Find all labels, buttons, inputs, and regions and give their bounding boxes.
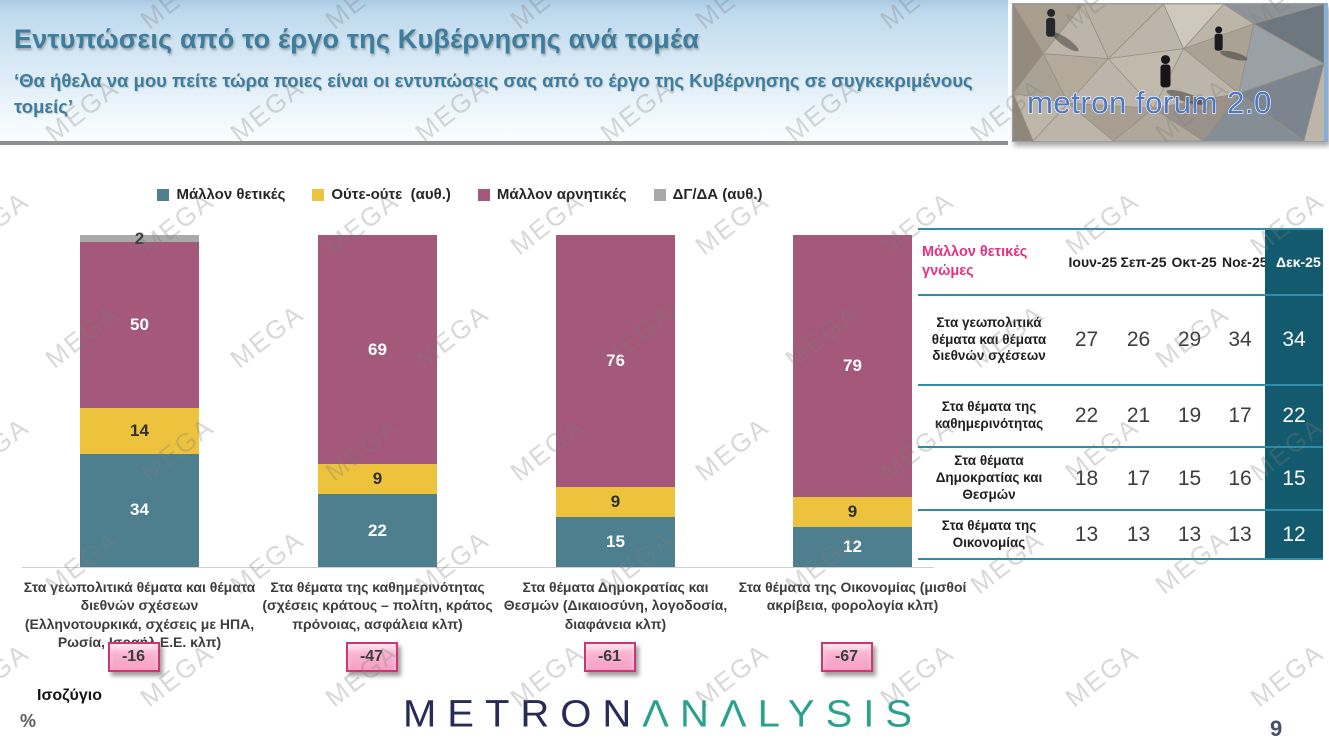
brand-analysis: ΛNΛLYSIS — [642, 693, 924, 735]
bar-segment — [318, 464, 437, 494]
table-value: 34 — [1265, 296, 1323, 386]
bar-segment — [556, 517, 675, 567]
table-row-label: Στα θέματα της Οικονομίας — [918, 511, 1060, 560]
table-value: 17 — [1113, 448, 1164, 511]
header-banner: Εντυπώσεις από το έργο της Κυβέρνησης αν… — [0, 0, 1008, 145]
table-column-header-text: Δεκ-25 — [1276, 253, 1321, 270]
table-value: 17 — [1215, 386, 1265, 448]
bar-value-label: 2 — [134, 229, 145, 248]
table-value: 13 — [1164, 511, 1215, 560]
legend-label: Μάλλον θετικές — [176, 186, 286, 203]
table-title: Μάλλον θετικές γνώμες — [918, 228, 1060, 296]
legend: Μάλλον θετικές Ούτε-ούτε (αυθ.) Μάλλον αρν… — [120, 186, 800, 203]
table-value: 26 — [1113, 296, 1164, 386]
bar-value-label: 34 — [130, 500, 149, 520]
bar-value-label: 76 — [606, 351, 625, 370]
x-axis-line — [22, 567, 934, 568]
table-value: 19 — [1164, 386, 1215, 448]
bar-value-label: 22 — [368, 520, 387, 540]
legend-item: ΔΓ/ΔΑ (αυθ.) — [653, 186, 763, 203]
table-value: 13 — [1060, 511, 1113, 560]
table-value: 34 — [1215, 296, 1265, 386]
table-value: 15 — [1164, 448, 1215, 511]
table-value: 16 — [1215, 448, 1265, 511]
bar-segment — [80, 241, 199, 408]
bar-category-label: Στα θέματα Δημοκρατίας και Θεσμών (Δικαι… — [503, 579, 728, 632]
legend-swatch — [477, 188, 490, 201]
table-value: 22 — [1265, 386, 1323, 448]
balance-badge: -61 — [583, 642, 636, 672]
table-column-header: Οκτ-25 — [1164, 228, 1217, 296]
bar-segment — [793, 527, 912, 567]
balance-badge: -47 — [345, 642, 398, 672]
slide-title: Εντυπώσεις από το έργο της Κυβέρνησης αν… — [14, 24, 700, 54]
bar-value-label: 9 — [847, 502, 858, 522]
legend-item: Μάλλον θετικές — [157, 186, 285, 203]
people-silhouettes — [1046, 8, 1248, 105]
table-column-header: Σεπ-25 — [1113, 228, 1167, 296]
table-column-header-text: Νοε-25 — [1222, 253, 1268, 270]
table-column-header-text: Σεπ-25 — [1120, 253, 1167, 270]
metron-forum-logo-text: metron forum 2.0 — [1027, 85, 1272, 120]
bar-value-label: 69 — [368, 340, 387, 359]
table-row-label: Στα θέματα της καθημερινότητας — [918, 386, 1060, 448]
bar-segment — [793, 497, 912, 528]
brand-metron: METRON — [402, 693, 643, 735]
legend-swatch — [653, 188, 666, 201]
table-value: 22 — [1060, 386, 1113, 448]
percent-unit: % — [20, 711, 37, 731]
table-value: 21 — [1113, 386, 1164, 448]
bar-segment — [793, 235, 912, 498]
table-value: 29 — [1164, 296, 1215, 386]
balance-label: Ισοζύγιο — [37, 687, 102, 704]
bar-category-label: Στα θέματα της καθημερινότητας (σχέσεις … — [262, 579, 493, 632]
bar-category-label: Στα θέματα της Οικονομίας (μισθοί ακρίβε… — [738, 579, 967, 614]
metron-forum-logo: metron forum 2.0 — [1012, 3, 1328, 142]
table-column-header: Δεκ-25 — [1265, 228, 1323, 296]
bar-segment — [556, 487, 675, 518]
legend-label: Μάλλον αρνητικές — [496, 186, 627, 203]
legend-swatch — [157, 188, 170, 201]
table-row-label: Στα γεωπολιτικά θέματα και θέματα διεθνώ… — [918, 296, 1060, 386]
bar-value-label: 50 — [130, 314, 149, 334]
table-column-header: Νοε-25 — [1215, 228, 1268, 296]
table-column-header-text: Ιουν-25 — [1068, 253, 1118, 270]
bar-segment — [318, 493, 437, 567]
balance-badge: -16 — [107, 642, 160, 672]
bar-value-label: 15 — [606, 532, 625, 552]
bar-category-label: Στα γεωπολιτικά θέματα και θέματα διεθνώ… — [23, 579, 256, 651]
legend-label: Ούτε-ούτε (αυθ.) — [331, 186, 451, 203]
table-value: 18 — [1060, 448, 1113, 511]
bar-value-label: 14 — [130, 420, 149, 440]
table-value: 15 — [1265, 448, 1323, 511]
bar-segment — [80, 407, 199, 455]
plaza-photo: metron forum 2.0 — [1013, 4, 1324, 141]
legend-label: ΔΓ/ΔΑ (αυθ.) — [672, 186, 763, 203]
table-column-header: Ιουν-25 — [1060, 228, 1118, 296]
bar-value-label: 12 — [843, 537, 862, 557]
bar-segment — [556, 235, 675, 488]
legend-swatch — [312, 188, 325, 201]
metron-analysis-logo: METRONΛNΛLYSIS — [398, 693, 928, 736]
bar-value-label: 9 — [610, 492, 621, 512]
table-column-header-text: Οκτ-25 — [1171, 253, 1217, 270]
table-value: 12 — [1265, 511, 1323, 560]
table-value: 27 — [1060, 296, 1113, 386]
legend-item: Ούτε-ούτε (αυθ.) — [312, 186, 451, 203]
slide-subtitle: ‘Θα ήθελα να μου πείτε τώρα ποιες είναι … — [14, 70, 973, 118]
balance-badge: -67 — [820, 642, 873, 672]
bar-segment — [80, 235, 199, 242]
bar-value-label: 9 — [372, 469, 383, 489]
table-row-label: Στα θέματα Δημοκρατίας και Θεσμών — [918, 448, 1060, 511]
bar-segment — [80, 454, 199, 567]
table-value: 13 — [1113, 511, 1164, 560]
page-number: 9 — [1270, 716, 1283, 741]
history-table: Μάλλον θετικές γνώμες Ιουν-25 Σεπ-25 Οκτ-25… — [918, 228, 1323, 560]
table-value: 13 — [1215, 511, 1265, 560]
bar-segment — [318, 235, 437, 465]
legend-item: Μάλλον αρνητικές — [477, 186, 627, 203]
bar-value-label: 79 — [843, 356, 862, 375]
